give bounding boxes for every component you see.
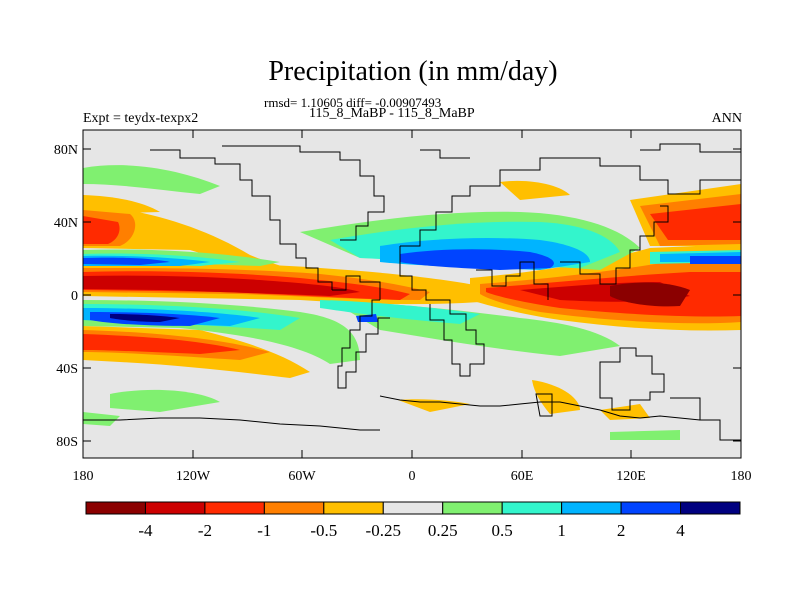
colorbar-label: 0.5 (492, 521, 513, 540)
colorbar-label: -0.5 (310, 521, 337, 540)
colorbar-box (501, 501, 563, 515)
lat-tick-80s: 80S (56, 435, 78, 450)
colorbar-box (382, 501, 444, 515)
colorbar-box (442, 501, 503, 515)
lon-tick-60e: 60E (511, 469, 534, 484)
season-label: ANN (711, 111, 742, 126)
colorbar-box (85, 501, 146, 515)
lon-tick-120w: 120W (176, 469, 211, 484)
lat-axis (83, 148, 741, 442)
lon-tick-120e: 120E (616, 469, 646, 484)
colorbar-label: 2 (617, 521, 626, 540)
lon-axis (82, 130, 742, 458)
lon-tick-180w: 180 (73, 469, 94, 484)
experiment-label: Expt = teydx-texpx2 (83, 111, 199, 126)
lat-tick-80n: 80N (54, 143, 78, 158)
colorbar-box (680, 501, 741, 515)
chart-title: Precipitation (in mm/day) (268, 56, 558, 87)
lat-tick-0: 0 (71, 289, 78, 304)
colorbar-label: -4 (138, 521, 153, 540)
colorbar-box (561, 501, 622, 515)
precip-field (83, 165, 741, 440)
lat-tick-40s: 40S (56, 362, 78, 377)
lon-tick-180e: 180 (731, 469, 752, 484)
colorbar-label: -1 (257, 521, 271, 540)
colorbar-box (263, 501, 325, 515)
lon-tick-60w: 60W (288, 469, 316, 484)
colorbar-box (144, 501, 206, 515)
colorbar-label: 0.25 (428, 521, 458, 540)
cases-label: 115_8_MaBP - 115_8_MaBP (309, 106, 475, 121)
coastlines (83, 143, 741, 441)
colorbar-label: -2 (198, 521, 212, 540)
lon-tick-0: 0 (409, 469, 416, 484)
lat-tick-40n: 40N (54, 216, 78, 231)
colorbar-box (204, 501, 265, 515)
stats-label: rmsd= 1.10605 diff= -0.00907493 (264, 95, 442, 110)
colorbar-box (620, 501, 682, 515)
colorbar-label: 4 (676, 521, 685, 540)
colorbar-label: 1 (557, 521, 566, 540)
colorbar-box (323, 501, 384, 515)
colorbar: -4 -2 -1 -0.5 -0.25 0.25 0.5 1 2 4 (85, 501, 741, 540)
colorbar-label: -0.25 (366, 521, 401, 540)
